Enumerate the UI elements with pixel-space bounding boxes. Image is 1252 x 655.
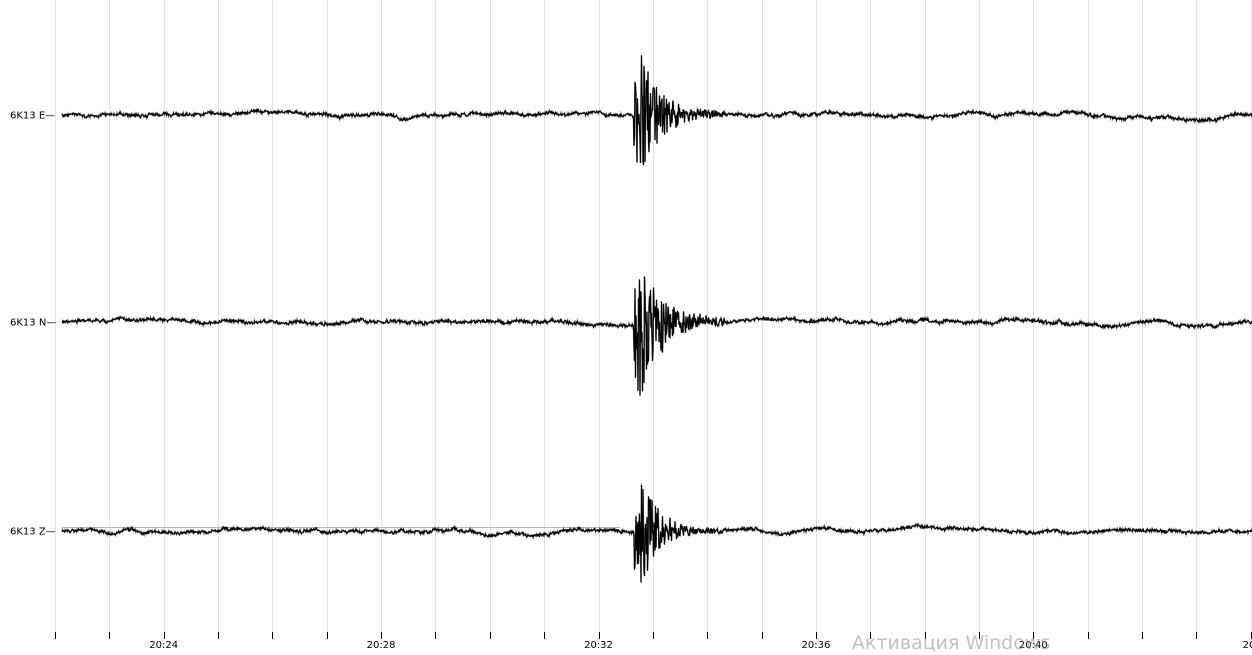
trace-group: 6K13 E— 6K13 N— 6K13 Z— [10,55,1252,583]
trace-row[interactable]: 6K13 Z— [10,484,1252,583]
waveform-trace-overlay [61,484,1252,583]
time-tick-label: 20:36 [801,640,830,651]
trace-row[interactable]: 6K13 E— [10,55,1252,166]
time-axis: 20:24 20:28 20:32 20:36 20:40 20: [55,632,1252,651]
time-tick-label: 20:32 [584,640,613,651]
time-tick-label: 20:40 [1019,640,1048,651]
time-tick-label: 20:24 [149,640,178,651]
time-tick-label: 20: [1243,640,1252,651]
waveform-trace-overlay [61,55,1252,165]
channel-label: 6K13 Z— [10,527,56,538]
waveform-trace [61,276,1252,396]
waveform-trace-overlay [61,276,1252,396]
channel-label: 6K13 N— [10,318,56,329]
time-tick-label: 20:28 [367,640,396,651]
channel-label: 6K13 E— [10,111,55,122]
trace-row[interactable]: 6K13 N— [10,276,1252,396]
